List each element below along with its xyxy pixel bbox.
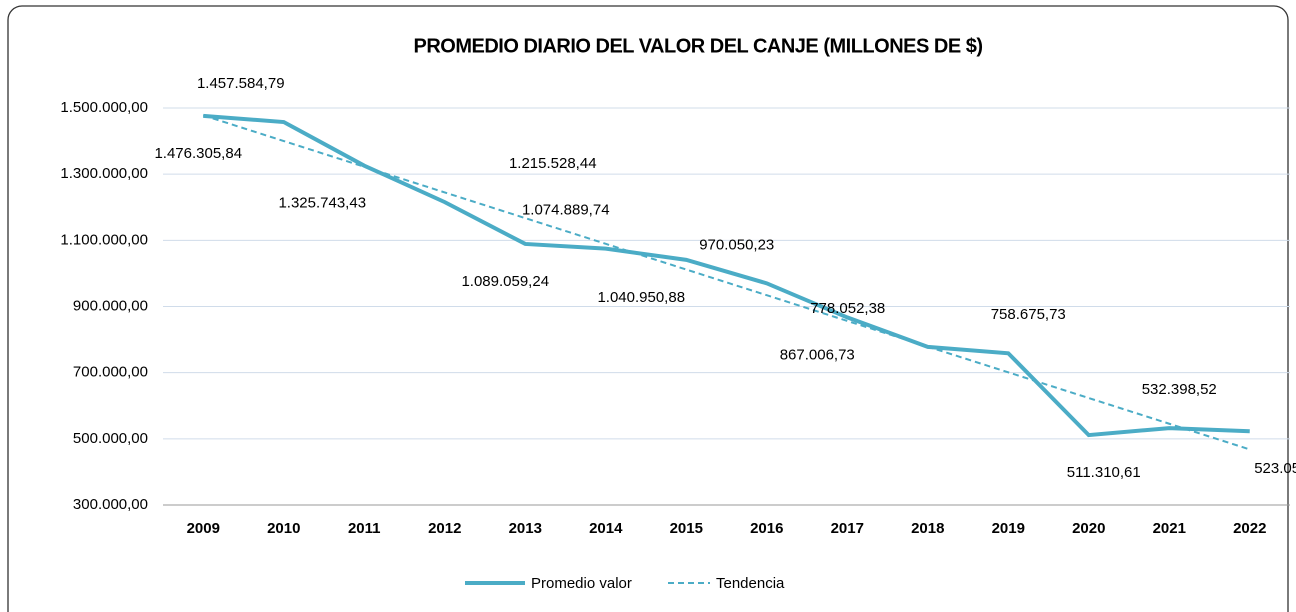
x-tick-label: 2019 bbox=[992, 520, 1025, 537]
x-tick-label: 2015 bbox=[670, 520, 703, 537]
y-tick-label: 1.300.000,00 bbox=[60, 165, 148, 182]
data-label: 758.675,73 bbox=[991, 306, 1066, 323]
x-tick-label: 2020 bbox=[1072, 520, 1105, 537]
data-label: 867.006,73 bbox=[780, 346, 855, 363]
y-tick-label: 1.100.000,00 bbox=[60, 231, 148, 248]
y-tick-label: 500.000,00 bbox=[73, 430, 148, 447]
x-tick-label: 2009 bbox=[187, 520, 220, 537]
y-tick-label: 300.000,00 bbox=[73, 496, 148, 513]
x-tick-label: 2012 bbox=[428, 520, 461, 537]
data-label: 970.050,23 bbox=[699, 236, 774, 253]
data-label: 1.215.528,44 bbox=[509, 155, 597, 172]
x-tick-label: 2010 bbox=[267, 520, 300, 537]
legend-label: Tendencia bbox=[716, 575, 785, 592]
data-label: 1.325.743,43 bbox=[278, 195, 366, 212]
chart-title: PROMEDIO DIARIO DEL VALOR DEL CANJE (MIL… bbox=[414, 35, 983, 57]
data-line bbox=[203, 113, 1250, 438]
x-tick-label: 2014 bbox=[589, 520, 623, 537]
data-label: 532.398,52 bbox=[1142, 381, 1217, 398]
legend-label: Promedio valor bbox=[531, 575, 632, 592]
data-label: 1.457.584,79 bbox=[197, 75, 285, 92]
x-tick-label: 2011 bbox=[348, 520, 381, 537]
chart-frame bbox=[7, 5, 1289, 612]
data-label: 523.051,75 bbox=[1254, 460, 1296, 477]
x-tick-label: 2013 bbox=[509, 520, 542, 537]
x-tick-label: 2017 bbox=[831, 520, 864, 537]
x-tick-label: 2018 bbox=[911, 520, 944, 537]
data-label: 1.089.059,24 bbox=[461, 273, 549, 290]
x-tick-label: 2016 bbox=[750, 520, 783, 537]
x-tick-label: 2022 bbox=[1233, 520, 1266, 537]
x-tick-label: 2021 bbox=[1153, 520, 1186, 537]
data-label: 511.310,61 bbox=[1067, 464, 1141, 481]
y-tick-label: 900.000,00 bbox=[73, 297, 148, 314]
data-label: 778.052,38 bbox=[810, 300, 885, 317]
data-label: 1.074.889,74 bbox=[522, 202, 610, 219]
data-label: 1.476.305,84 bbox=[154, 145, 242, 162]
y-tick-label: 1.500.000,00 bbox=[60, 99, 148, 116]
data-label: 1.040.950,88 bbox=[597, 289, 685, 306]
y-tick-label: 700.000,00 bbox=[73, 364, 148, 381]
